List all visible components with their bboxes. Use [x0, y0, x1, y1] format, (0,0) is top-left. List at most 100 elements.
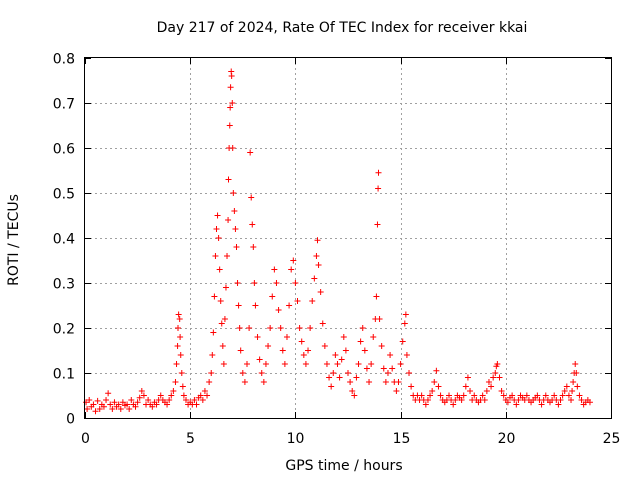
- x-tick-label: 20: [498, 431, 516, 447]
- data-point: [252, 302, 259, 309]
- data-point: [393, 388, 400, 394]
- data-point: [126, 406, 133, 412]
- data-point: [422, 401, 429, 408]
- data-point: [406, 370, 413, 376]
- y-tick-label: 0.7: [53, 97, 75, 113]
- data-point: [330, 370, 337, 376]
- data-point: [445, 392, 452, 399]
- data-point: [241, 379, 248, 385]
- data-point: [177, 352, 184, 358]
- data-point: [168, 392, 175, 399]
- data-point: [534, 392, 541, 399]
- data-point: [338, 356, 345, 363]
- data-point: [578, 397, 585, 403]
- y-tick-label: 0.4: [53, 232, 75, 248]
- data-point: [224, 253, 231, 259]
- data-point: [246, 325, 253, 331]
- data-point: [326, 374, 333, 381]
- data-point: [568, 397, 575, 403]
- data-point: [90, 401, 97, 408]
- data-point: [281, 361, 288, 367]
- x-tick-label: 0: [81, 431, 90, 447]
- data-point: [351, 392, 358, 399]
- data-point: [178, 370, 185, 376]
- data-points: [83, 68, 593, 415]
- y-tick-label: 0: [66, 412, 75, 428]
- data-point: [149, 403, 156, 410]
- data-point: [387, 352, 394, 358]
- grid-lines: [85, 58, 611, 418]
- data-point: [96, 406, 103, 412]
- data-point: [317, 289, 324, 295]
- data-point: [229, 145, 236, 151]
- data-point: [251, 280, 258, 286]
- data-point: [288, 266, 295, 273]
- data-point: [538, 401, 545, 408]
- data-point: [236, 325, 243, 331]
- data-point: [210, 329, 217, 336]
- data-point: [247, 149, 254, 156]
- data-point: [363, 365, 370, 372]
- data-point: [239, 370, 246, 376]
- data-point: [208, 370, 215, 376]
- data-point: [340, 334, 347, 340]
- data-point: [311, 275, 318, 282]
- data-point: [173, 361, 180, 367]
- data-point: [254, 334, 261, 340]
- y-axis-ticks: 0 0.1 0.2 0.3 0.4 0.5 0.6 0.7 0.8: [53, 52, 611, 428]
- data-point: [321, 343, 328, 349]
- data-point: [86, 397, 93, 403]
- data-point: [542, 392, 549, 399]
- data-point: [109, 406, 116, 412]
- data-point: [361, 347, 368, 354]
- data-point: [275, 307, 282, 313]
- data-point: [500, 392, 507, 399]
- data-point: [228, 73, 235, 79]
- data-point: [201, 388, 208, 394]
- data-point: [256, 356, 263, 363]
- data-point: [559, 392, 566, 399]
- data-point: [302, 361, 309, 367]
- data-point: [269, 293, 276, 300]
- data-point: [199, 397, 206, 403]
- data-point: [424, 397, 431, 403]
- data-point: [265, 343, 272, 349]
- y-tick-label: 0.6: [53, 142, 75, 158]
- data-point: [399, 338, 406, 345]
- data-point: [227, 104, 234, 111]
- data-point: [561, 388, 568, 394]
- x-axis-ticks: 0 5 10 15 20 25: [81, 58, 620, 447]
- data-point: [176, 316, 183, 322]
- data-point: [107, 401, 114, 408]
- data-point: [235, 302, 242, 309]
- data-point: [267, 325, 274, 331]
- data-point: [140, 392, 147, 399]
- data-point: [481, 397, 488, 403]
- data-point: [418, 392, 425, 399]
- data-point: [572, 361, 579, 367]
- plot-frame: [84, 57, 612, 419]
- x-axis-title: GPS time / hours: [285, 458, 402, 474]
- data-point: [232, 226, 239, 232]
- data-point: [513, 401, 520, 408]
- data-point: [323, 361, 330, 367]
- x-tick-label: 10: [287, 431, 305, 447]
- data-point: [229, 100, 236, 106]
- data-point: [490, 374, 497, 381]
- data-point: [153, 401, 160, 408]
- data-point: [225, 176, 232, 183]
- data-point: [359, 325, 366, 331]
- data-point: [515, 397, 522, 403]
- data-point: [218, 320, 225, 327]
- data-point: [384, 370, 391, 376]
- x-tick-label: 25: [603, 431, 621, 447]
- data-point: [342, 347, 349, 354]
- data-point: [286, 302, 293, 309]
- data-point: [298, 338, 305, 345]
- y-tick-label: 0.8: [53, 52, 75, 68]
- data-point: [467, 388, 474, 394]
- data-point: [103, 397, 110, 403]
- data-point: [460, 392, 467, 399]
- data-point: [211, 293, 218, 300]
